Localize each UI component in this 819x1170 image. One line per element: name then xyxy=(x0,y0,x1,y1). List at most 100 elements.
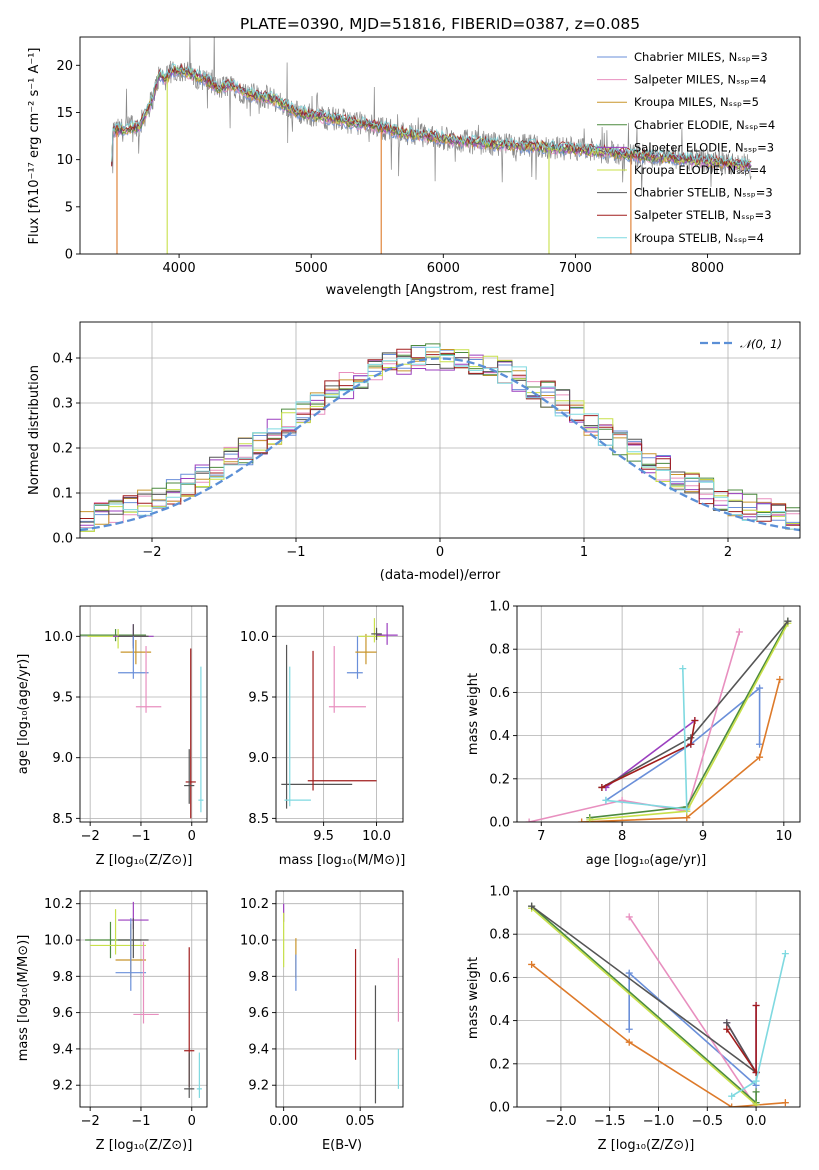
mwz-marker-3-2 xyxy=(752,1088,760,1096)
spectrum-ytick-label-2: 10 xyxy=(56,153,73,168)
agez-frame xyxy=(79,605,208,823)
mwz-marker-7-2 xyxy=(752,1001,760,1009)
spectrum-xtick-label-0: 4000 xyxy=(163,261,196,276)
hist-ytick-label-2: 0.2 xyxy=(52,442,73,457)
hist-normal-curve xyxy=(80,357,800,532)
massebv-ytick-label-4: 10.0 xyxy=(240,934,269,949)
mwage-series-line-3 xyxy=(589,620,789,819)
spectrum-model-line-3 xyxy=(111,67,752,172)
mw-ylabel-1: mass weight xyxy=(466,673,481,755)
mwage-marker-2-2 xyxy=(756,753,764,761)
mwz-xtick-label-3: −0.5 xyxy=(692,1114,724,1129)
hist-xtick-label-1: −1 xyxy=(286,545,305,560)
spectrum-ytick-label-1: 5 xyxy=(65,200,73,215)
mwz-marker-8-1 xyxy=(752,1077,760,1085)
spectrum-legend-label-4: Salpeter ELODIE, Nₛₛₚ=3 xyxy=(634,140,774,154)
mwz-marker-2-0 xyxy=(528,960,536,968)
mwz-xtick-label-4: 0.0 xyxy=(746,1114,767,1129)
spectrum-legend-label-2: Kroupa MILES, Nₛₛₚ=5 xyxy=(634,95,759,109)
agemass-xtick-label-0: 9.5 xyxy=(313,829,334,844)
spectrum-legend-label-6: Chabrier STELIB, Nₛₛₚ=3 xyxy=(634,186,773,200)
mwage-marker-6-2 xyxy=(784,617,792,625)
age-ylabel: age [log₁₀(age/yr)] xyxy=(16,654,31,775)
agez-plot-area xyxy=(80,624,204,819)
spectrum-ytick-label-0: 0 xyxy=(65,248,73,263)
hist-xtick-label-0: −2 xyxy=(142,545,161,560)
mw-ylabel-2: mass weight xyxy=(466,957,481,1039)
massebv-xtick-label-0: 0.00 xyxy=(269,1114,298,1129)
mwz-ytick-label-4: 0.8 xyxy=(489,928,510,943)
mwage-marker-7-1 xyxy=(687,740,695,748)
mwz-marker-2-3 xyxy=(781,1099,789,1107)
mwage-frame xyxy=(516,605,801,823)
hist-xtick-label-3: 1 xyxy=(580,545,588,560)
mwz-xtick-label-1: −1.5 xyxy=(594,1114,626,1129)
mass-ylabel: mass [log₁₀(M/M⊙)] xyxy=(16,935,31,1062)
mwage-marker-8-2 xyxy=(679,665,687,673)
mwz-marker-2-2 xyxy=(728,1103,736,1107)
massz-ytick-label-5: 10.2 xyxy=(44,897,73,912)
spectrum-legend-label-8: Kroupa STELIB, Nₛₛₚ=4 xyxy=(634,231,764,245)
agemass-ytick-label-0: 8.5 xyxy=(248,812,269,827)
mwz-ytick-label-0: 0.0 xyxy=(489,1101,510,1116)
mwz-plot-area xyxy=(528,902,789,1107)
agemass-ytick-label-1: 9.0 xyxy=(248,751,269,766)
mwage-marker-1-3 xyxy=(735,628,743,636)
massz-frame xyxy=(79,890,208,1108)
massz-xtick-label-1: −1 xyxy=(131,1114,150,1129)
hist-step-8 xyxy=(80,346,800,530)
mwage-series-line-0 xyxy=(605,686,761,802)
spectrum-xtick-label-1: 5000 xyxy=(295,261,328,276)
hist-ytick-label-4: 0.4 xyxy=(52,352,73,367)
mwage-marker-1-0 xyxy=(525,818,533,822)
mwz-series-line-1 xyxy=(628,916,757,1107)
agemass-axes: 9.5 10.0 8.5 9.0 9.5 10.0 xyxy=(240,605,404,844)
agemass-plot-area xyxy=(281,618,398,809)
agez-ytick-label-3: 10.0 xyxy=(44,630,73,645)
spectrum-model-line-8 xyxy=(111,63,752,167)
massz-ytick-label-3: 9.8 xyxy=(52,970,73,985)
z-xlabel-2: Z [log₁₀(Z/Z⊙)] xyxy=(96,1138,193,1153)
mwz-marker-1-0 xyxy=(625,913,633,921)
agez-axes: −2 −1 0 8.5 9.0 9.5 10.0 xyxy=(44,605,208,844)
spectrum-legend-label-7: Salpeter STELIB, Nₛₛₚ=3 xyxy=(634,208,772,222)
massebv-ytick-label-2: 9.6 xyxy=(248,1006,269,1021)
mwage-xtick-label-3: 10 xyxy=(776,829,793,844)
hist-axes: −2 −1 0 1 2 0.0 0.1 0.2 0.3 0.4 𝒩(0, 1) xyxy=(52,321,801,560)
agemass-ytick-label-3: 10.0 xyxy=(240,630,269,645)
age-xlabel: age [log₁₀(age/yr)] xyxy=(586,853,707,868)
mwz-series-line-8 xyxy=(731,953,787,1097)
spectrum-frame xyxy=(79,36,801,255)
mwage-marker-0-3 xyxy=(756,740,764,748)
mwage-xtick-label-0: 7 xyxy=(537,829,545,844)
mwz-xtick-label-0: −2.0 xyxy=(545,1114,577,1129)
massz-xtick-label-0: −2 xyxy=(81,1114,100,1129)
spectrum-xtick-label-3: 7000 xyxy=(559,261,592,276)
spectrum-xtick-label-2: 6000 xyxy=(427,261,460,276)
massz-ytick-label-1: 9.4 xyxy=(52,1042,73,1057)
massebv-ytick-label-1: 9.4 xyxy=(248,1042,269,1057)
agez-ytick-label-2: 9.5 xyxy=(52,691,73,706)
mwage-axes: 7 8 9 10 0.0 0.2 0.4 0.6 0.8 1.0 xyxy=(489,600,801,844)
agemass-ytick-label-2: 9.5 xyxy=(248,691,269,706)
massz-axes: −2 −1 0 9.2 9.4 9.6 9.8 10.0 10.2 xyxy=(44,890,208,1129)
wavelength-xlabel: wavelength [Angstrom, rest frame] xyxy=(326,283,555,298)
mwage-plot-area xyxy=(525,617,792,822)
mwage-marker-8-0 xyxy=(602,796,610,804)
mwz-marker-0-1 xyxy=(625,969,633,977)
hist-plot-area xyxy=(80,343,800,532)
hist-ytick-label-0: 0.0 xyxy=(52,532,73,547)
mwage-marker-0-2 xyxy=(756,684,764,692)
mwz-marker-8-2 xyxy=(781,950,789,958)
agez-ytick-label-1: 9.0 xyxy=(52,751,73,766)
mwz-ytick-label-5: 1.0 xyxy=(489,885,510,900)
mwage-marker-2-0 xyxy=(578,818,586,822)
mwz-series-line-6 xyxy=(531,905,757,1074)
massz-xtick-label-2: 0 xyxy=(188,1114,196,1129)
mwz-marker-7-0 xyxy=(723,1025,731,1033)
agez-ytick-label-0: 8.5 xyxy=(52,812,73,827)
mwz-ytick-label-3: 0.6 xyxy=(489,971,510,986)
spectrum-legend-label-1: Salpeter MILES, Nₛₛₚ=4 xyxy=(634,73,767,87)
